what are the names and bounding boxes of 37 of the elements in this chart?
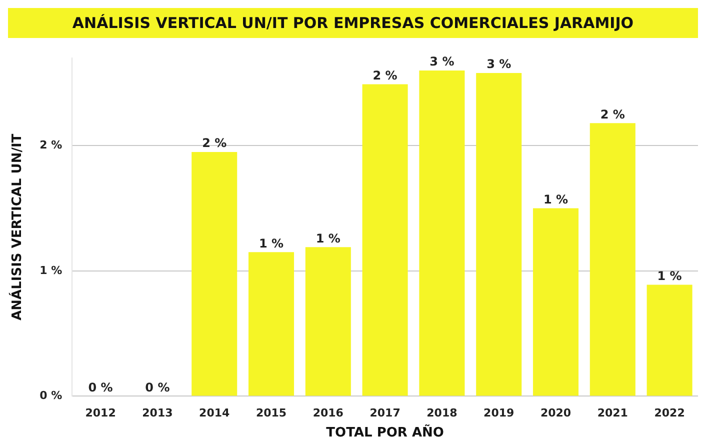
data-label: 2 % (372, 68, 398, 82)
x-tick-label: 2012 (85, 406, 116, 420)
x-tick-label: 2022 (654, 406, 685, 420)
bar (419, 70, 465, 396)
data-label: 1 % (258, 236, 284, 250)
x-tick-label: 2016 (312, 406, 344, 420)
x-tick-label: 2013 (142, 406, 173, 420)
x-tick-label: 2018 (426, 406, 458, 420)
chart-title: ANÁLISIS VERTICAL UN/IT POR EMPRESAS COMERCIALES JARAMIJO (8, 8, 698, 38)
y-axis-title: ANÁLISIS VERTICAL UN/IT (8, 134, 26, 320)
y-tick-label: 2 % (40, 138, 62, 152)
bar (646, 284, 692, 396)
bar (362, 84, 408, 396)
y-tick-label: 1 % (40, 264, 62, 277)
data-label: 1 % (543, 192, 568, 206)
data-label: 1 % (657, 268, 682, 283)
x-tick-label: 2021 (597, 406, 628, 420)
x-tick-label: 2014 (199, 406, 230, 420)
x-axis-title: TOTAL POR AÑO (326, 424, 444, 441)
data-label: 0 % (145, 380, 170, 394)
data-label: 3 % (430, 54, 454, 69)
bar (476, 73, 522, 396)
data-label: 3 % (486, 57, 512, 72)
data-label: 2 % (600, 107, 625, 122)
x-tick-label: 2019 (484, 406, 514, 420)
x-tick-label: 2017 (370, 406, 400, 420)
data-label: 2 % (202, 136, 227, 150)
bar (532, 208, 579, 396)
x-tick-label: 2020 (540, 406, 572, 420)
bar (590, 123, 636, 396)
bar (248, 252, 294, 396)
bar (305, 247, 351, 396)
x-tick-label: 2015 (256, 406, 287, 420)
y-tick-label: 0 % (40, 389, 62, 402)
data-label: 0 % (88, 380, 113, 394)
data-label: 1 % (316, 231, 340, 246)
bar (192, 152, 238, 396)
